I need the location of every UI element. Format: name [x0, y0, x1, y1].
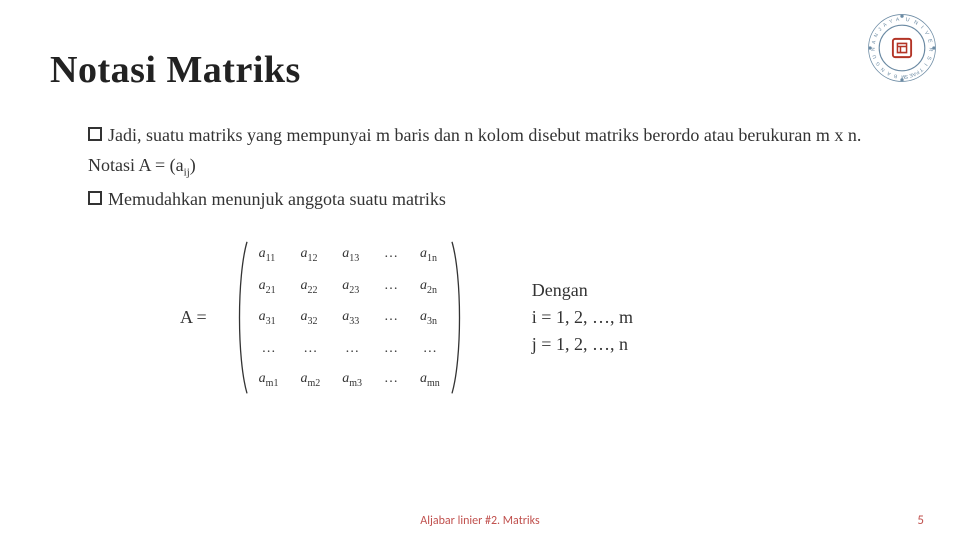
slide: U N I V E R S I T A S P E M B A N G U N …	[0, 0, 960, 540]
matrix-cell: …	[259, 341, 279, 357]
bullet-icon	[88, 127, 102, 141]
matrix-cell: …	[300, 341, 320, 357]
matrix-cell: …	[384, 309, 398, 327]
matrix-block: A = a11 a12 a13 … a1n a21 a22 a23 … a2n a31 a32 a33 ……	[180, 240, 910, 395]
matrix-cell: …	[384, 278, 398, 296]
matrix-cell: am3	[342, 371, 362, 389]
page-title: Notasi Matriks	[50, 48, 910, 92]
right-paren-icon	[450, 240, 464, 395]
matrix-cell: …	[384, 341, 398, 357]
matrix-cell: a23	[342, 278, 362, 296]
matrix-cell: …	[342, 341, 362, 357]
matrix-cell: a11	[259, 246, 279, 264]
matrix-cell: am1	[259, 371, 279, 389]
notasi-prefix: Notasi A = (a	[88, 155, 184, 175]
matrix-cell: a13	[342, 246, 362, 264]
bullet-1: Jadi, suatu matriks yang mempunyai m bar…	[88, 122, 908, 152]
matrix-cell: …	[420, 341, 440, 357]
side-heading: Dengan	[532, 277, 633, 304]
matrix-cell: a33	[342, 309, 362, 327]
equation-label: A =	[180, 307, 207, 328]
matrix-cell: …	[384, 371, 398, 389]
footer-text: Aljabar linier #2. Matriks	[0, 514, 960, 528]
body-text: Jadi, suatu matriks yang mempunyai m bar…	[88, 122, 908, 216]
matrix: a11 a12 a13 … a1n a21 a22 a23 … a2n a31 a32 a33 … a3n ……	[235, 240, 464, 395]
matrix-cell: amn	[420, 371, 440, 389]
matrix-cell: a3n	[420, 309, 440, 327]
bullet-1-text: Jadi, suatu matriks yang mempunyai m bar…	[108, 122, 861, 148]
matrix-cell: a21	[259, 278, 279, 296]
matrix-cell: a31	[259, 309, 279, 327]
matrix-cell: am2	[300, 371, 320, 389]
notasi-line: Notasi A = (aij)	[88, 152, 908, 182]
side-text: Dengan i = 1, 2, …, m j = 1, 2, …, n	[532, 277, 633, 358]
matrix-cell: a1n	[420, 246, 440, 264]
bullet-icon	[88, 191, 102, 205]
notasi-suffix: )	[190, 155, 196, 175]
page-number: 5	[917, 513, 924, 528]
side-line-j: j = 1, 2, …, n	[532, 331, 633, 358]
matrix-cell: a22	[300, 278, 320, 296]
matrix-grid: a11 a12 a13 … a1n a21 a22 a23 … a2n a31 a32 a33 … a3n ……	[249, 240, 450, 395]
matrix-cell: a32	[300, 309, 320, 327]
side-line-i: i = 1, 2, …, m	[532, 304, 633, 331]
matrix-cell: a12	[300, 246, 320, 264]
university-logo: U N I V E R S I T A S P E M B A N G U N …	[864, 10, 940, 86]
left-paren-icon	[235, 240, 249, 395]
matrix-cell: a2n	[420, 278, 440, 296]
matrix-cell: …	[384, 246, 398, 264]
bullet-2: Memudahkan menunjuk anggota suatu matrik…	[88, 186, 908, 216]
bullet-2-text: Memudahkan menunjuk anggota suatu matrik…	[108, 186, 446, 212]
